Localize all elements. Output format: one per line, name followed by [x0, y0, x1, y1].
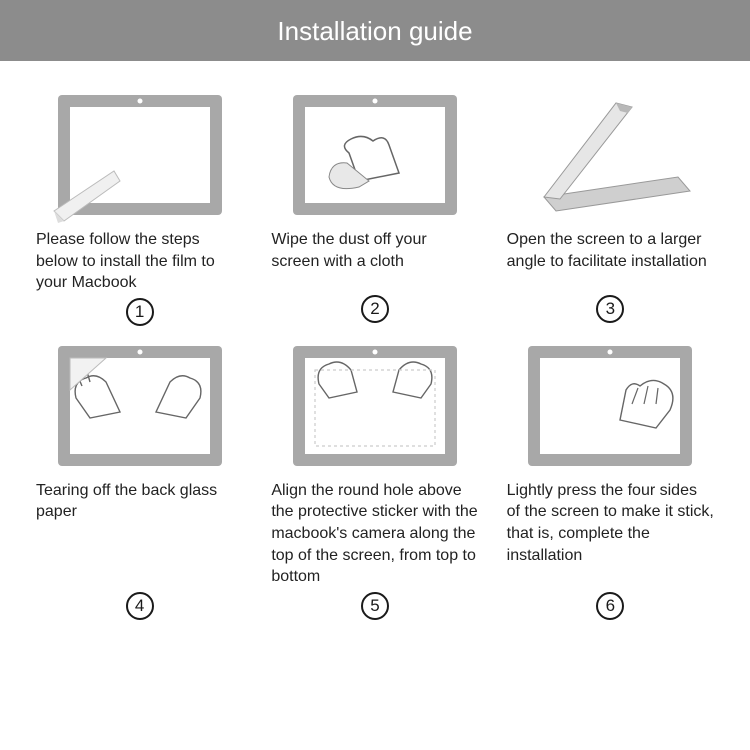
- step-5-caption: Align the round hole above the protectiv…: [267, 478, 482, 588]
- header-bar: Installation guide: [0, 0, 750, 61]
- step-2-caption: Wipe the dust off your screen with a clo…: [267, 227, 482, 291]
- step-5: Align the round hole above the protectiv…: [267, 340, 482, 620]
- step-1-illustration: [50, 89, 230, 227]
- step-4-illustration: [50, 340, 230, 478]
- header-title: Installation guide: [277, 16, 472, 46]
- step-6-illustration: [520, 340, 700, 478]
- step-6: Lightly press the four sides of the scre…: [503, 340, 718, 620]
- step-4-caption: Tearing off the back glass paper: [32, 478, 247, 588]
- step-3-number: 3: [596, 295, 624, 323]
- step-2-illustration: [285, 89, 465, 227]
- step-2-number: 2: [361, 295, 389, 323]
- step-2: Wipe the dust off your screen with a clo…: [267, 89, 482, 326]
- step-1-number: 1: [126, 298, 154, 326]
- step-5-number: 5: [361, 592, 389, 620]
- step-6-caption: Lightly press the four sides of the scre…: [503, 478, 718, 588]
- steps-grid: Please follow the steps below to install…: [0, 61, 750, 620]
- step-1: Please follow the steps below to install…: [32, 89, 247, 326]
- step-3-illustration: [520, 89, 700, 227]
- step-4-number: 4: [126, 592, 154, 620]
- step-3: Open the screen to a larger angle to fac…: [503, 89, 718, 326]
- step-4: Tearing off the back glass paper 4: [32, 340, 247, 620]
- step-1-caption: Please follow the steps below to install…: [32, 227, 247, 294]
- step-3-caption: Open the screen to a larger angle to fac…: [503, 227, 718, 291]
- step-6-number: 6: [596, 592, 624, 620]
- step-5-illustration: [285, 340, 465, 478]
